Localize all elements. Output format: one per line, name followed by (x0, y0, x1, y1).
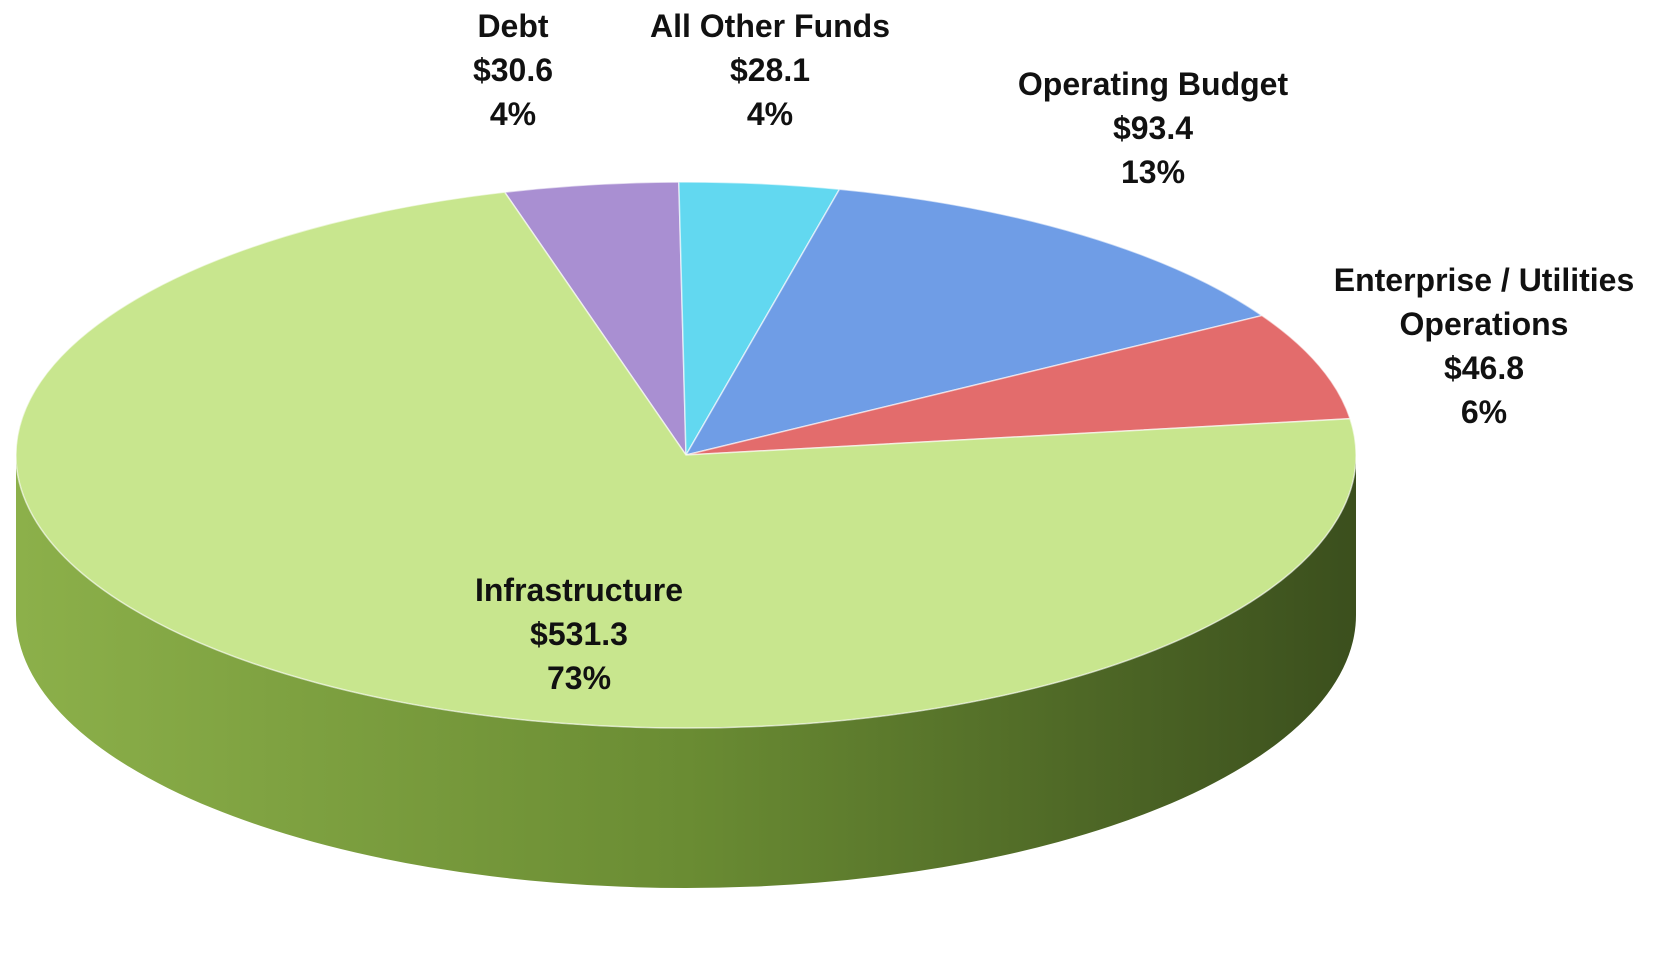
slice (15, 191, 1357, 729)
value-label: $93.4 (1112, 110, 1194, 146)
slice (684, 188, 1264, 457)
value-label: $30.6 (472, 52, 554, 88)
slice-label: Infrastructure $531.3 73% (475, 568, 683, 700)
category-label: Enterprise / Utilities Operations (1333, 262, 1635, 342)
slice (685, 314, 1352, 456)
slice-side (16, 455, 1356, 888)
slice-label: Enterprise / Utilities Operations $46.8 6% (1294, 258, 1672, 434)
percent-label: 13% (1120, 154, 1186, 190)
slice-label: Operating Budget $93.4 13% (1018, 62, 1288, 194)
category-label: Operating Budget (1017, 66, 1289, 102)
slice (503, 181, 687, 458)
percent-label: 4% (489, 96, 537, 132)
category-label: Debt (477, 8, 549, 44)
category-label: Infrastructure (474, 572, 684, 608)
percent-label: 4% (746, 96, 794, 132)
value-label: $28.1 (729, 52, 811, 88)
percent-label: 73% (546, 660, 612, 696)
percent-label: 6% (1460, 394, 1508, 430)
slice-label: All Other Funds $28.1 4% (650, 4, 890, 136)
value-label: $46.8 (1443, 350, 1525, 386)
slice-label: Debt $30.6 4% (473, 4, 553, 136)
category-label: All Other Funds (650, 8, 890, 44)
value-label: $531.3 (530, 616, 628, 652)
